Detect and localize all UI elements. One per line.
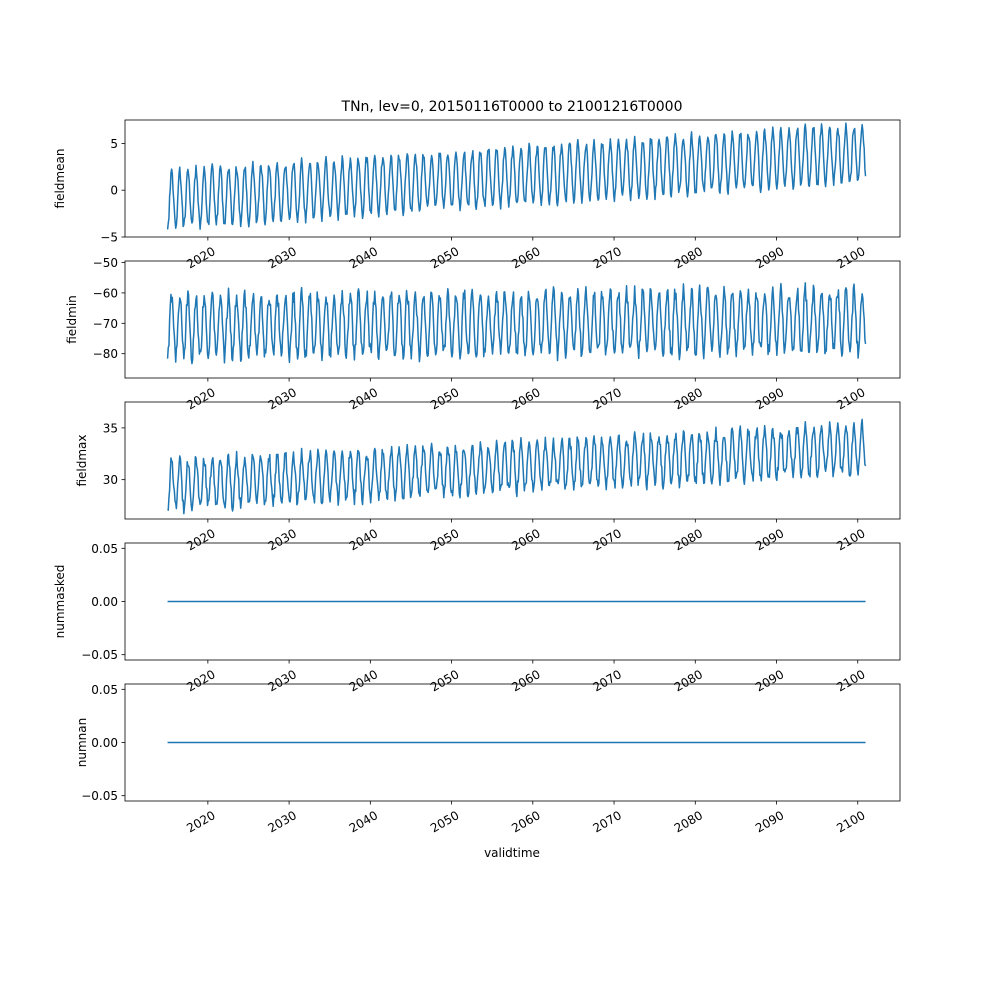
y-axis-label-nummasked: nummasked — [53, 565, 67, 639]
series-line-fieldmin — [166, 282, 867, 365]
y-tick-label: −70 — [93, 317, 118, 331]
y-axis-label-fieldmean: fieldmean — [53, 149, 67, 209]
y-tick-label: −0.05 — [81, 789, 118, 803]
x-axis-label: validtime — [484, 846, 540, 860]
y-tick-label: 0.00 — [91, 736, 118, 750]
y-tick-label: −60 — [93, 286, 118, 300]
series-line-fieldmax — [167, 418, 867, 515]
y-tick-label: −5 — [100, 231, 118, 245]
y-tick-label: 35 — [103, 421, 118, 435]
axes-frame — [124, 119, 901, 238]
y-tick-label: 0.05 — [91, 542, 118, 556]
y-tick-label: −50 — [93, 256, 118, 270]
series-line-fieldmean — [166, 122, 867, 230]
y-tick-label: −0.05 — [81, 648, 118, 662]
y-tick-label: −80 — [93, 347, 118, 361]
y-tick-label: 30 — [103, 473, 118, 487]
y-tick-label: 0.00 — [91, 595, 118, 609]
y-axis-label-numnan: numnan — [75, 718, 89, 767]
y-axis-label-fieldmax: fieldmax — [75, 434, 89, 486]
y-tick-label: 0 — [110, 184, 118, 198]
y-tick-label: 5 — [110, 137, 118, 151]
axes-frame — [124, 260, 901, 379]
y-axis-label-fieldmin: fieldmin — [65, 295, 79, 344]
axes-frame — [124, 401, 901, 520]
figure-title: TNn, lev=0, 20150116T0000 to 21001216T00… — [341, 99, 683, 115]
y-tick-label: 0.05 — [91, 683, 118, 697]
